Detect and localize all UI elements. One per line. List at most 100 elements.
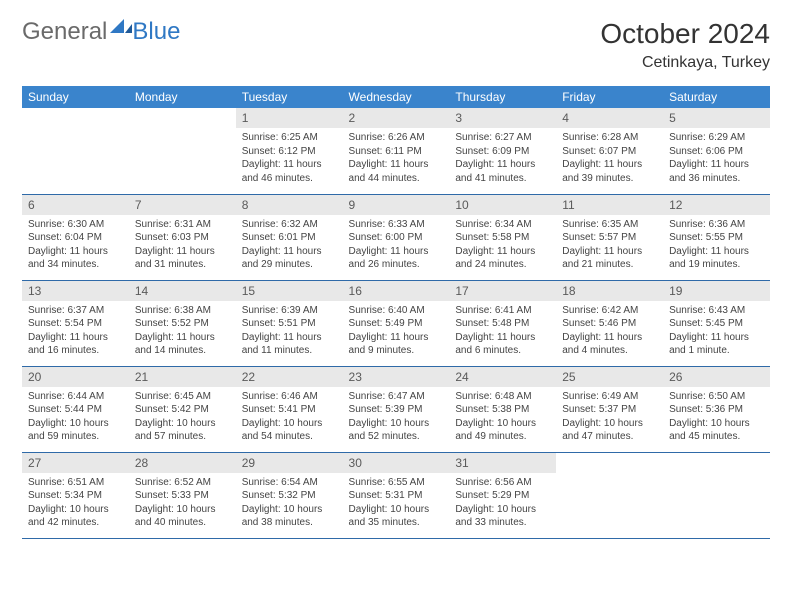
calendar-day-cell: 8Sunrise: 6:32 AMSunset: 6:01 PMDaylight…	[236, 194, 343, 280]
day-body: Sunrise: 6:42 AMSunset: 5:46 PMDaylight:…	[556, 301, 663, 361]
day-body: Sunrise: 6:51 AMSunset: 5:34 PMDaylight:…	[22, 473, 129, 533]
sunrise-text: Sunrise: 6:42 AM	[562, 304, 657, 318]
daylight-text: Daylight: 11 hours and 16 minutes.	[28, 331, 123, 358]
calendar-day-cell: 9Sunrise: 6:33 AMSunset: 6:00 PMDaylight…	[343, 194, 450, 280]
day-body: Sunrise: 6:52 AMSunset: 5:33 PMDaylight:…	[129, 473, 236, 533]
sunrise-text: Sunrise: 6:41 AM	[455, 304, 550, 318]
calendar-day-cell: 14Sunrise: 6:38 AMSunset: 5:52 PMDayligh…	[129, 280, 236, 366]
calendar-day-cell: 12Sunrise: 6:36 AMSunset: 5:55 PMDayligh…	[663, 194, 770, 280]
daylight-text: Daylight: 10 hours and 33 minutes.	[455, 503, 550, 530]
sunset-text: Sunset: 5:36 PM	[669, 403, 764, 417]
day-number: 12	[663, 195, 770, 215]
day-body: Sunrise: 6:49 AMSunset: 5:37 PMDaylight:…	[556, 387, 663, 447]
sunrise-text: Sunrise: 6:34 AM	[455, 218, 550, 232]
day-body: Sunrise: 6:41 AMSunset: 5:48 PMDaylight:…	[449, 301, 556, 361]
sunset-text: Sunset: 6:12 PM	[242, 145, 337, 159]
calendar-day-cell: 7Sunrise: 6:31 AMSunset: 6:03 PMDaylight…	[129, 194, 236, 280]
daylight-text: Daylight: 10 hours and 59 minutes.	[28, 417, 123, 444]
day-body: Sunrise: 6:38 AMSunset: 5:52 PMDaylight:…	[129, 301, 236, 361]
calendar-day-cell: 4Sunrise: 6:28 AMSunset: 6:07 PMDaylight…	[556, 108, 663, 194]
sunset-text: Sunset: 5:32 PM	[242, 489, 337, 503]
sunrise-text: Sunrise: 6:28 AM	[562, 131, 657, 145]
logo-sail-icon	[110, 19, 132, 33]
sunrise-text: Sunrise: 6:47 AM	[349, 390, 444, 404]
calendar-day-cell: 6Sunrise: 6:30 AMSunset: 6:04 PMDaylight…	[22, 194, 129, 280]
daylight-text: Daylight: 10 hours and 35 minutes.	[349, 503, 444, 530]
day-body: Sunrise: 6:25 AMSunset: 6:12 PMDaylight:…	[236, 128, 343, 188]
daylight-text: Daylight: 11 hours and 44 minutes.	[349, 158, 444, 185]
sunrise-text: Sunrise: 6:38 AM	[135, 304, 230, 318]
sunset-text: Sunset: 5:37 PM	[562, 403, 657, 417]
daylight-text: Daylight: 11 hours and 41 minutes.	[455, 158, 550, 185]
day-body: Sunrise: 6:30 AMSunset: 6:04 PMDaylight:…	[22, 215, 129, 275]
calendar-week-row: 13Sunrise: 6:37 AMSunset: 5:54 PMDayligh…	[22, 280, 770, 366]
sunrise-text: Sunrise: 6:29 AM	[669, 131, 764, 145]
sunset-text: Sunset: 5:52 PM	[135, 317, 230, 331]
day-number: 3	[449, 108, 556, 128]
daylight-text: Daylight: 11 hours and 14 minutes.	[135, 331, 230, 358]
sunrise-text: Sunrise: 6:44 AM	[28, 390, 123, 404]
daylight-text: Daylight: 11 hours and 11 minutes.	[242, 331, 337, 358]
sunset-text: Sunset: 5:44 PM	[28, 403, 123, 417]
calendar-day-cell: 11Sunrise: 6:35 AMSunset: 5:57 PMDayligh…	[556, 194, 663, 280]
day-number: 6	[22, 195, 129, 215]
sunrise-text: Sunrise: 6:43 AM	[669, 304, 764, 318]
daylight-text: Daylight: 10 hours and 54 minutes.	[242, 417, 337, 444]
calendar-week-row: 20Sunrise: 6:44 AMSunset: 5:44 PMDayligh…	[22, 366, 770, 452]
sunset-text: Sunset: 5:45 PM	[669, 317, 764, 331]
weekday-header: Thursday	[449, 86, 556, 108]
sunset-text: Sunset: 6:03 PM	[135, 231, 230, 245]
sunset-text: Sunset: 5:57 PM	[562, 231, 657, 245]
calendar-day-cell: 10Sunrise: 6:34 AMSunset: 5:58 PMDayligh…	[449, 194, 556, 280]
weekday-header: Wednesday	[343, 86, 450, 108]
sunrise-text: Sunrise: 6:39 AM	[242, 304, 337, 318]
sunrise-text: Sunrise: 6:52 AM	[135, 476, 230, 490]
day-body: Sunrise: 6:37 AMSunset: 5:54 PMDaylight:…	[22, 301, 129, 361]
page-title: October 2024	[600, 18, 770, 50]
sunrise-text: Sunrise: 6:54 AM	[242, 476, 337, 490]
daylight-text: Daylight: 11 hours and 1 minute.	[669, 331, 764, 358]
day-number: 9	[343, 195, 450, 215]
sunset-text: Sunset: 5:55 PM	[669, 231, 764, 245]
day-body: Sunrise: 6:55 AMSunset: 5:31 PMDaylight:…	[343, 473, 450, 533]
day-body: Sunrise: 6:33 AMSunset: 6:00 PMDaylight:…	[343, 215, 450, 275]
calendar-week-row: 1Sunrise: 6:25 AMSunset: 6:12 PMDaylight…	[22, 108, 770, 194]
sunset-text: Sunset: 6:07 PM	[562, 145, 657, 159]
day-body: Sunrise: 6:44 AMSunset: 5:44 PMDaylight:…	[22, 387, 129, 447]
logo: General Blue	[22, 18, 180, 46]
sunrise-text: Sunrise: 6:33 AM	[349, 218, 444, 232]
day-number: 4	[556, 108, 663, 128]
day-number: 21	[129, 367, 236, 387]
daylight-text: Daylight: 10 hours and 57 minutes.	[135, 417, 230, 444]
day-number: 11	[556, 195, 663, 215]
day-number: 8	[236, 195, 343, 215]
day-body: Sunrise: 6:32 AMSunset: 6:01 PMDaylight:…	[236, 215, 343, 275]
sunset-text: Sunset: 6:01 PM	[242, 231, 337, 245]
day-number: 22	[236, 367, 343, 387]
sunset-text: Sunset: 5:34 PM	[28, 489, 123, 503]
calendar-day-cell	[129, 108, 236, 194]
day-number: 19	[663, 281, 770, 301]
sunset-text: Sunset: 5:58 PM	[455, 231, 550, 245]
calendar-day-cell	[22, 108, 129, 194]
calendar-day-cell: 28Sunrise: 6:52 AMSunset: 5:33 PMDayligh…	[129, 452, 236, 538]
day-number: 5	[663, 108, 770, 128]
daylight-text: Daylight: 10 hours and 52 minutes.	[349, 417, 444, 444]
day-number: 30	[343, 453, 450, 473]
day-number: 10	[449, 195, 556, 215]
sunrise-text: Sunrise: 6:48 AM	[455, 390, 550, 404]
day-body: Sunrise: 6:26 AMSunset: 6:11 PMDaylight:…	[343, 128, 450, 188]
sunrise-text: Sunrise: 6:45 AM	[135, 390, 230, 404]
sunrise-text: Sunrise: 6:31 AM	[135, 218, 230, 232]
calendar-day-cell: 23Sunrise: 6:47 AMSunset: 5:39 PMDayligh…	[343, 366, 450, 452]
daylight-text: Daylight: 10 hours and 38 minutes.	[242, 503, 337, 530]
sunset-text: Sunset: 5:48 PM	[455, 317, 550, 331]
sunset-text: Sunset: 5:49 PM	[349, 317, 444, 331]
logo-text-general: General	[22, 18, 107, 46]
day-number: 15	[236, 281, 343, 301]
day-number: 27	[22, 453, 129, 473]
sunset-text: Sunset: 6:00 PM	[349, 231, 444, 245]
sunrise-text: Sunrise: 6:32 AM	[242, 218, 337, 232]
day-number: 25	[556, 367, 663, 387]
day-number: 2	[343, 108, 450, 128]
